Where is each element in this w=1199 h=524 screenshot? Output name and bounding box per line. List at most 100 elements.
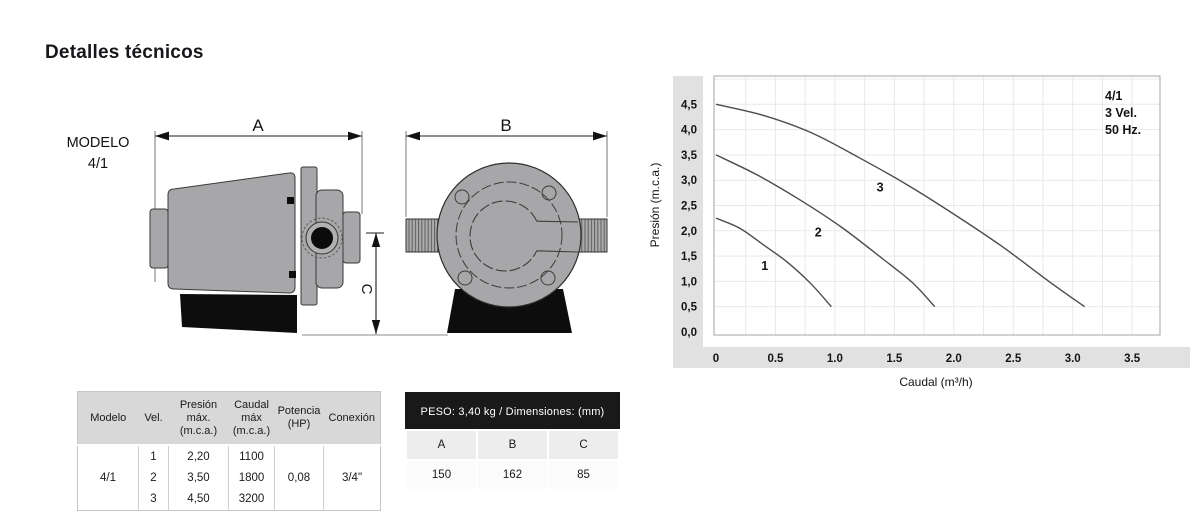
flange-bolt-circle (455, 181, 563, 289)
spec-cell-vel: 1 2 3 (138, 444, 169, 511)
spec-cell-caudal: 1100 1800 3200 (228, 444, 275, 511)
x-tick-label: 1.0 (827, 353, 843, 365)
legend-line: 50 Hz. (1105, 123, 1141, 137)
x-tick-label: 2.5 (1005, 353, 1022, 365)
dims-header-a: A (405, 429, 478, 461)
dims-values-row: 150 162 85 (405, 459, 620, 491)
port-outer-ring (301, 217, 343, 259)
ground-reference-line (302, 334, 448, 336)
curve-speed-2 (715, 154, 936, 308)
curve-speed-3 (715, 103, 1085, 308)
curve-label-3: 3 (877, 180, 884, 194)
outlet-stub (342, 211, 361, 264)
dimension-b-arrow-right (593, 131, 607, 141)
x-tick-label: 0.5 (767, 353, 784, 365)
legend-line: 4/1 (1105, 89, 1122, 103)
y-tick-label: 0,0 (681, 327, 697, 339)
spec-header-row: Modelo Vel. Presión máx. (m.c.a.) Caudal… (77, 391, 381, 445)
bolt-hole-bottom-right (540, 270, 556, 286)
dimension-b-label: B (500, 116, 511, 135)
presion-2: 3,50 (187, 471, 210, 484)
spec-header-conexion: Conexión (323, 391, 381, 445)
y-tick-label: 1,0 (681, 276, 697, 288)
bolt-hole-top-left (454, 189, 470, 205)
dimension-b-arrow-left (406, 131, 420, 141)
dims-header-b: B (476, 429, 549, 461)
y-tick-label: 2,5 (681, 201, 698, 213)
curve-label-1: 1 (761, 259, 768, 273)
bolt-hole-top-right (541, 185, 557, 201)
pump-side-view-drawing: A C (149, 116, 384, 334)
spec-header-presion: Presión máx. (m.c.a.) (168, 391, 229, 445)
y-axis-title: Presión (m.c.a.) (648, 163, 662, 248)
x-tick-label: 0 (713, 353, 719, 365)
plot-border (713, 75, 1161, 336)
pump-head-front (436, 162, 582, 308)
spec-header-vel: Vel. (138, 391, 169, 445)
y-tick-label: 4,5 (681, 99, 698, 111)
y-axis-band (673, 76, 703, 368)
y-tick-label: 1,5 (681, 251, 698, 263)
dims-header-row: A B C (405, 429, 620, 461)
y-tick-label: 3,0 (681, 175, 697, 187)
presion-3: 4,50 (187, 492, 210, 505)
model-label-word: MODELO (66, 135, 130, 151)
spec-table: Modelo Vel. Presión máx. (m.c.a.) Caudal… (77, 391, 381, 511)
x-axis-band (673, 347, 1190, 368)
dims-title-row: PESO: 3,40 kg / Dimensiones: (mm) (406, 393, 619, 430)
motor-body (167, 172, 296, 294)
x-tick-label: 3.5 (1124, 353, 1141, 365)
dimension-a-arrow-left (155, 131, 169, 141)
vel-1: 1 (150, 450, 157, 463)
model-label: MODELO 4/1 (56, 133, 140, 175)
dimension-c-arrow-down (371, 320, 381, 334)
y-tick-label: 2,0 (681, 226, 697, 238)
caudal-1: 1100 (239, 450, 264, 463)
spec-header-potencia: Potencia (HP) (274, 391, 324, 445)
dimension-a-label: A (252, 116, 264, 135)
dimensions-table-container: PESO: 3,40 kg / Dimensiones: (mm) A B C … (405, 392, 620, 491)
page-title: Detalles técnicos (45, 42, 204, 63)
dims-value-b: 162 (476, 459, 549, 491)
y-tick-label: 4,0 (681, 125, 697, 137)
legend-line: 3 Vel. (1105, 106, 1137, 120)
threaded-connection-right (577, 218, 608, 253)
x-axis-title: Caudal (m³/h) (899, 375, 972, 389)
port-opening (311, 227, 333, 249)
vel-3: 3 (150, 492, 157, 505)
dimensions-table: PESO: 3,40 kg / Dimensiones: (mm) A B C … (405, 392, 620, 491)
curve-label-2: 2 (815, 225, 822, 239)
terminal-block-bottom (289, 271, 296, 278)
spec-cell-conexion: 3/4" (323, 444, 381, 511)
dims-header-c: C (547, 429, 620, 461)
volute-outline (469, 200, 538, 272)
spec-table-container: Modelo Vel. Presión máx. (m.c.a.) Caudal… (77, 391, 381, 511)
spec-header-caudal: Caudal máx (m.c.a.) (228, 391, 275, 445)
spec-cell-presion: 2,20 3,50 4,50 (168, 444, 229, 511)
pump-rear-cap (149, 208, 169, 269)
model-label-code: 4/1 (87, 156, 109, 172)
bolt-hole-bottom-left (457, 270, 473, 286)
performance-curve-chart: 1 2 3 4,5 4,0 3,5 3,0 2,5 2,0 1,5 1,0 0,5 0,0 0 0.5 1.0… (648, 75, 1190, 389)
dims-value-c: 85 (547, 459, 620, 491)
dims-table-title: PESO: 3,40 kg / Dimensiones: (mm) (406, 393, 619, 430)
mounting-base-side (180, 294, 297, 333)
volute-channel-lines (536, 220, 579, 253)
pump-front-view-drawing: B (405, 116, 608, 333)
y-tick-label: 0,5 (681, 302, 698, 314)
x-tick-label: 1.5 (886, 353, 903, 365)
dimension-c-label: C (358, 284, 375, 295)
curve-speed-1 (715, 217, 832, 308)
vel-2: 2 (150, 471, 157, 484)
dimension-b-extension-lines (405, 131, 608, 217)
x-tick-label: 2.0 (946, 353, 962, 365)
y-tick-label: 3,5 (681, 150, 698, 162)
caudal-2: 1800 (238, 471, 265, 484)
spec-body-row: 4/1 1 2 3 2,20 3,50 4,50 1100 1800 3 2 (77, 444, 381, 511)
dimension-a-arrow-right (348, 131, 362, 141)
dimension-c-arrow-up (371, 233, 381, 247)
x-tick-label: 3.0 (1065, 353, 1081, 365)
threaded-connection-left (405, 218, 439, 253)
presion-1: 2,20 (187, 450, 210, 463)
